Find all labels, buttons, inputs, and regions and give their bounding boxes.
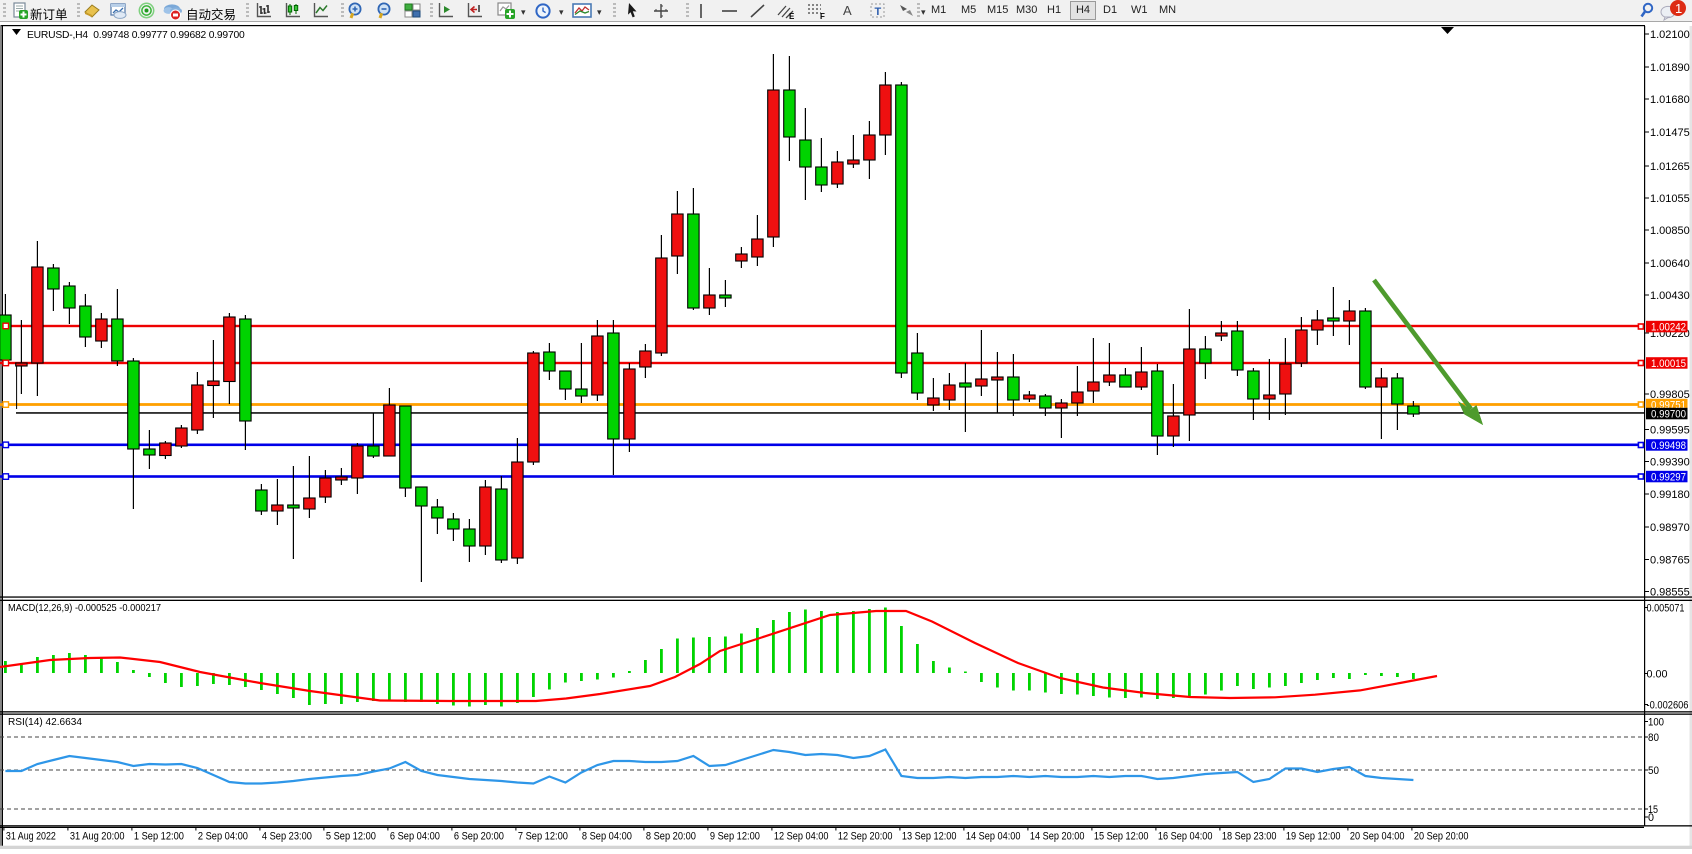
svg-text:19 Sep 12:00: 19 Sep 12:00 — [1286, 831, 1341, 843]
svg-text:1.01265: 1.01265 — [1650, 161, 1690, 173]
svg-text:6 Sep 04:00: 6 Sep 04:00 — [390, 831, 440, 843]
svg-text:1.00850: 1.00850 — [1650, 225, 1690, 237]
svg-text:RSI(14) 42.6634: RSI(14) 42.6634 — [8, 716, 82, 728]
svg-text:0.005071: 0.005071 — [1647, 603, 1685, 615]
svg-text:1.00015: 1.00015 — [1651, 358, 1686, 370]
svg-text:20 Sep 04:00: 20 Sep 04:00 — [1350, 831, 1405, 843]
svg-text:1.01680: 1.01680 — [1650, 94, 1690, 106]
svg-text:8 Sep 20:00: 8 Sep 20:00 — [646, 831, 696, 843]
svg-text:1.00640: 1.00640 — [1650, 258, 1690, 270]
svg-text:MACD(12,26,9) -0.000525 -0.000: MACD(12,26,9) -0.000525 -0.000217 — [8, 602, 161, 614]
svg-text:12 Sep 04:00: 12 Sep 04:00 — [774, 831, 829, 843]
svg-text:15 Sep 12:00: 15 Sep 12:00 — [1094, 831, 1149, 843]
svg-text:1.00242: 1.00242 — [1651, 322, 1686, 334]
svg-text:1.01475: 1.01475 — [1650, 127, 1690, 139]
svg-text:0.99180: 0.99180 — [1650, 489, 1690, 501]
svg-text:EURUSD-,H4 0.99748 0.99777 0.: EURUSD-,H4 0.99748 0.99777 0.99682 0.997… — [27, 30, 245, 41]
svg-text:50: 50 — [1648, 765, 1659, 777]
svg-text:1 Sep 12:00: 1 Sep 12:00 — [134, 831, 184, 843]
svg-text:0.99390: 0.99390 — [1650, 457, 1690, 469]
svg-text:1.01890: 1.01890 — [1650, 62, 1690, 74]
svg-text:E: E — [789, 12, 795, 21]
svg-text:F: F — [820, 12, 825, 21]
svg-text:8 Sep 04:00: 8 Sep 04:00 — [582, 831, 632, 843]
svg-text:20 Sep 20:00: 20 Sep 20:00 — [1414, 831, 1469, 843]
svg-text:7 Sep 12:00: 7 Sep 12:00 — [518, 831, 568, 843]
svg-text:16 Sep 04:00: 16 Sep 04:00 — [1158, 831, 1213, 843]
svg-text:1: 1 — [1675, 1, 1682, 16]
svg-text:13 Sep 12:00: 13 Sep 12:00 — [902, 831, 957, 843]
svg-text:1.00430: 1.00430 — [1650, 290, 1690, 302]
svg-text:18 Sep 23:00: 18 Sep 23:00 — [1222, 831, 1277, 843]
svg-text:0.99700: 0.99700 — [1651, 409, 1686, 421]
svg-text:14 Sep 20:00: 14 Sep 20:00 — [1030, 831, 1085, 843]
svg-text:0.99595: 0.99595 — [1650, 425, 1690, 437]
svg-text:0.98765: 0.98765 — [1650, 555, 1690, 567]
svg-text:0: 0 — [1648, 812, 1654, 824]
svg-text:31 Aug 2022: 31 Aug 2022 — [6, 831, 56, 843]
svg-text:1.02100: 1.02100 — [1650, 29, 1690, 41]
svg-text:80: 80 — [1648, 732, 1659, 744]
svg-text:5 Sep 12:00: 5 Sep 12:00 — [326, 831, 376, 843]
svg-text:0.99297: 0.99297 — [1651, 472, 1686, 484]
svg-text:6 Sep 20:00: 6 Sep 20:00 — [454, 831, 504, 843]
svg-text:9 Sep 12:00: 9 Sep 12:00 — [710, 831, 760, 843]
svg-text:2 Sep 04:00: 2 Sep 04:00 — [198, 831, 248, 843]
svg-text:100: 100 — [1648, 717, 1664, 729]
svg-text:14 Sep 04:00: 14 Sep 04:00 — [966, 831, 1021, 843]
svg-text:4 Sep 23:00: 4 Sep 23:00 — [262, 831, 312, 843]
svg-text:0.98970: 0.98970 — [1650, 522, 1690, 534]
svg-text:-0.002606: -0.002606 — [1647, 700, 1689, 712]
svg-text:0.00: 0.00 — [1647, 669, 1668, 681]
svg-text:12 Sep 20:00: 12 Sep 20:00 — [838, 831, 893, 843]
svg-text:31 Aug 20:00: 31 Aug 20:00 — [70, 831, 125, 843]
svg-text:T: T — [875, 6, 882, 18]
svg-text:0.99498: 0.99498 — [1651, 440, 1686, 452]
svg-text:1.01055: 1.01055 — [1650, 193, 1690, 205]
